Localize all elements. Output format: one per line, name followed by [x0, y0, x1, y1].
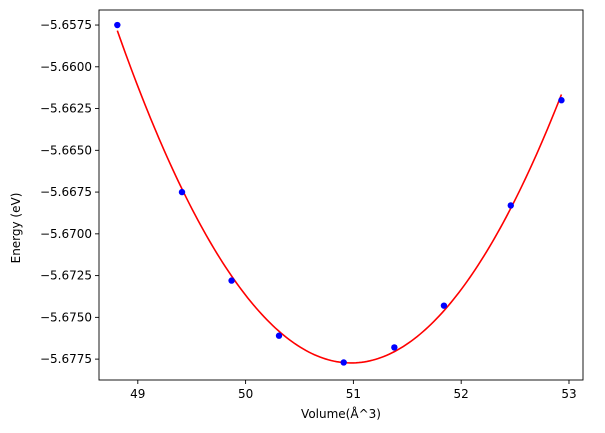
- data-point: [558, 97, 565, 104]
- data-point: [507, 202, 514, 209]
- x-tick-label: 52: [454, 387, 469, 401]
- plot-area: [98, 9, 584, 381]
- x-tick-label: 53: [561, 387, 576, 401]
- x-axis-ticks: 49 50 51 52 53: [130, 380, 577, 401]
- y-tick-label: −5.6750: [40, 310, 92, 324]
- data-point: [178, 188, 186, 196]
- x-tick-label: 49: [130, 387, 145, 401]
- y-tick-label: −5.6625: [40, 102, 92, 116]
- y-axis-ticks: −5.6775 −5.6750 −5.6725 −5.6700 −5.6675 −5.66…: [40, 18, 99, 366]
- x-tick-label: 50: [238, 387, 253, 401]
- data-point: [340, 359, 347, 366]
- y-tick-label: −5.6725: [40, 269, 92, 283]
- y-tick-label: −5.6650: [40, 143, 92, 157]
- data-point: [391, 344, 398, 351]
- y-tick-label: −5.6775: [40, 352, 92, 366]
- y-tick-label: −5.6675: [40, 185, 92, 199]
- y-axis-label: Energy (eV): [9, 193, 23, 264]
- y-tick-label: −5.6600: [40, 60, 92, 74]
- x-axis-label: Volume(Å^3): [301, 406, 381, 421]
- data-point: [275, 332, 283, 339]
- y-tick-label: −5.6700: [40, 227, 92, 241]
- y-tick-label: −5.6575: [40, 18, 92, 32]
- data-point: [228, 277, 235, 284]
- data-point: [114, 21, 121, 29]
- fit-curve-line: [116, 30, 563, 364]
- axes-frame: [98, 9, 584, 381]
- data-point: [440, 302, 448, 309]
- x-tick-label: 51: [346, 387, 361, 401]
